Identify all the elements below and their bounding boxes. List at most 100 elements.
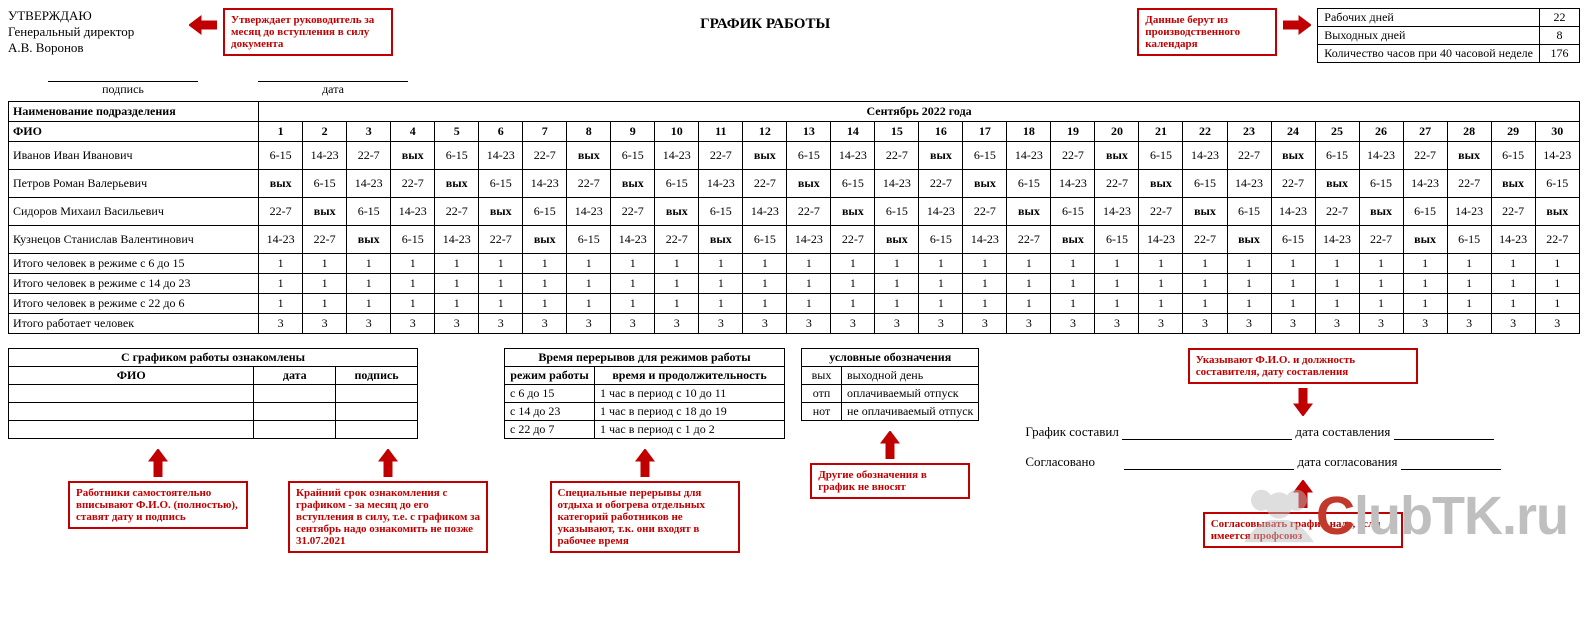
shift-cell: вых <box>611 170 655 198</box>
legend-desc: оплачиваемый отпуск <box>842 385 979 403</box>
shift-cell: 14-23 <box>1007 142 1051 170</box>
shift-cell: 6-15 <box>1535 170 1579 198</box>
shift-cell: 14-23 <box>919 198 963 226</box>
shift-cell: 14-23 <box>435 226 479 254</box>
total-cell: 1 <box>963 294 1007 314</box>
shift-cell: 22-7 <box>831 226 875 254</box>
shift-cell: 6-15 <box>1403 198 1447 226</box>
total-cell: 1 <box>523 254 567 274</box>
shift-cell: 6-15 <box>391 226 435 254</box>
arrow-down-icon <box>1292 388 1314 416</box>
shift-cell: 22-7 <box>1007 226 1051 254</box>
break-time: 1 час в период с 18 до 19 <box>595 403 785 421</box>
shift-cell: 14-23 <box>1359 142 1403 170</box>
total-cell: 1 <box>787 294 831 314</box>
day-header: 25 <box>1315 122 1359 142</box>
shift-cell: вых <box>567 142 611 170</box>
total-cell: 1 <box>831 254 875 274</box>
total-cell: 1 <box>1051 274 1095 294</box>
shift-cell: 14-23 <box>787 226 831 254</box>
shift-cell: 22-7 <box>479 226 523 254</box>
shift-cell: 14-23 <box>1271 198 1315 226</box>
summary-row1-label: Рабочих дней <box>1318 9 1540 27</box>
day-header: 13 <box>787 122 831 142</box>
day-header: 17 <box>963 122 1007 142</box>
day-header: 7 <box>523 122 567 142</box>
shift-cell: 14-23 <box>743 198 787 226</box>
total-cell: 1 <box>391 294 435 314</box>
shift-cell: 14-23 <box>1139 226 1183 254</box>
total-cell: 3 <box>303 314 347 334</box>
total-cell: 1 <box>1403 294 1447 314</box>
total-cell: 3 <box>1227 314 1271 334</box>
arrow-up-icon <box>377 449 399 477</box>
shift-cell: 6-15 <box>347 198 391 226</box>
total-cell: 1 <box>1535 274 1579 294</box>
total-cell: 1 <box>435 254 479 274</box>
total-cell: 1 <box>567 294 611 314</box>
arrow-up-icon <box>1292 480 1314 508</box>
day-header: 30 <box>1535 122 1579 142</box>
day-header: 19 <box>1051 122 1095 142</box>
callout-approve: Утверждает руководитель за месяц до всту… <box>223 8 393 56</box>
total-cell: 1 <box>1051 294 1095 314</box>
shift-cell: вых <box>787 170 831 198</box>
legend-code: вых <box>802 367 842 385</box>
ack-title: С графиком работы ознакомлены <box>9 349 418 367</box>
shift-cell: вых <box>347 226 391 254</box>
total-cell: 3 <box>1315 314 1359 334</box>
header-row: УТВЕРЖДАЮ Генеральный директор А.В. Воро… <box>8 8 1580 63</box>
ack-col2: дата <box>254 367 336 385</box>
total-cell: 1 <box>831 294 875 314</box>
total-cell: 1 <box>303 294 347 314</box>
shift-cell: 22-7 <box>1403 142 1447 170</box>
day-header: 20 <box>1095 122 1139 142</box>
shift-cell: 22-7 <box>1227 142 1271 170</box>
signoff-line2-label: Согласовано <box>1025 454 1095 469</box>
day-header: 4 <box>391 122 435 142</box>
total-cell: 3 <box>1183 314 1227 334</box>
total-cell: 1 <box>963 274 1007 294</box>
total-cell: 3 <box>1447 314 1491 334</box>
total-cell: 1 <box>699 274 743 294</box>
total-cell: 1 <box>1359 254 1403 274</box>
shift-cell: вых <box>699 226 743 254</box>
shift-cell: вых <box>479 198 523 226</box>
total-cell: 3 <box>743 314 787 334</box>
total-cell: 1 <box>1095 274 1139 294</box>
shift-cell: 6-15 <box>1447 226 1491 254</box>
bottom-area: С графиком работы ознакомлены ФИО дата п… <box>8 348 1580 553</box>
shift-cell: 14-23 <box>1403 170 1447 198</box>
total-cell: 1 <box>919 294 963 314</box>
day-header: 2 <box>303 122 347 142</box>
total-cell: 3 <box>919 314 963 334</box>
total-cell: 1 <box>1403 274 1447 294</box>
shift-cell: 14-23 <box>875 170 919 198</box>
day-header: 18 <box>1007 122 1051 142</box>
day-header: 21 <box>1139 122 1183 142</box>
shift-cell: вых <box>1227 226 1271 254</box>
total-cell: 1 <box>787 254 831 274</box>
shift-cell: 14-23 <box>1095 198 1139 226</box>
legend-code: нот <box>802 403 842 421</box>
total-cell: 1 <box>919 274 963 294</box>
shift-cell: 6-15 <box>303 170 347 198</box>
signoff-block: График составил дата составления Согласо… <box>1025 424 1580 470</box>
summary-row2-val: 8 <box>1540 27 1580 45</box>
total-cell: 3 <box>1051 314 1095 334</box>
total-cell: 3 <box>523 314 567 334</box>
total-cell: 3 <box>611 314 655 334</box>
shift-cell: вых <box>303 198 347 226</box>
shift-cell: вых <box>1095 142 1139 170</box>
total-cell: 1 <box>479 254 523 274</box>
total-cell: 1 <box>1007 274 1051 294</box>
page-title: ГРАФИК РАБОТЫ <box>393 8 1137 33</box>
total-cell: 1 <box>347 294 391 314</box>
shift-cell: 14-23 <box>831 142 875 170</box>
arrow-right-icon <box>1283 14 1311 36</box>
total-cell: 3 <box>567 314 611 334</box>
shift-cell: 6-15 <box>1095 226 1139 254</box>
total-cell: 3 <box>435 314 479 334</box>
day-header: 28 <box>1447 122 1491 142</box>
shift-cell: 6-15 <box>523 198 567 226</box>
